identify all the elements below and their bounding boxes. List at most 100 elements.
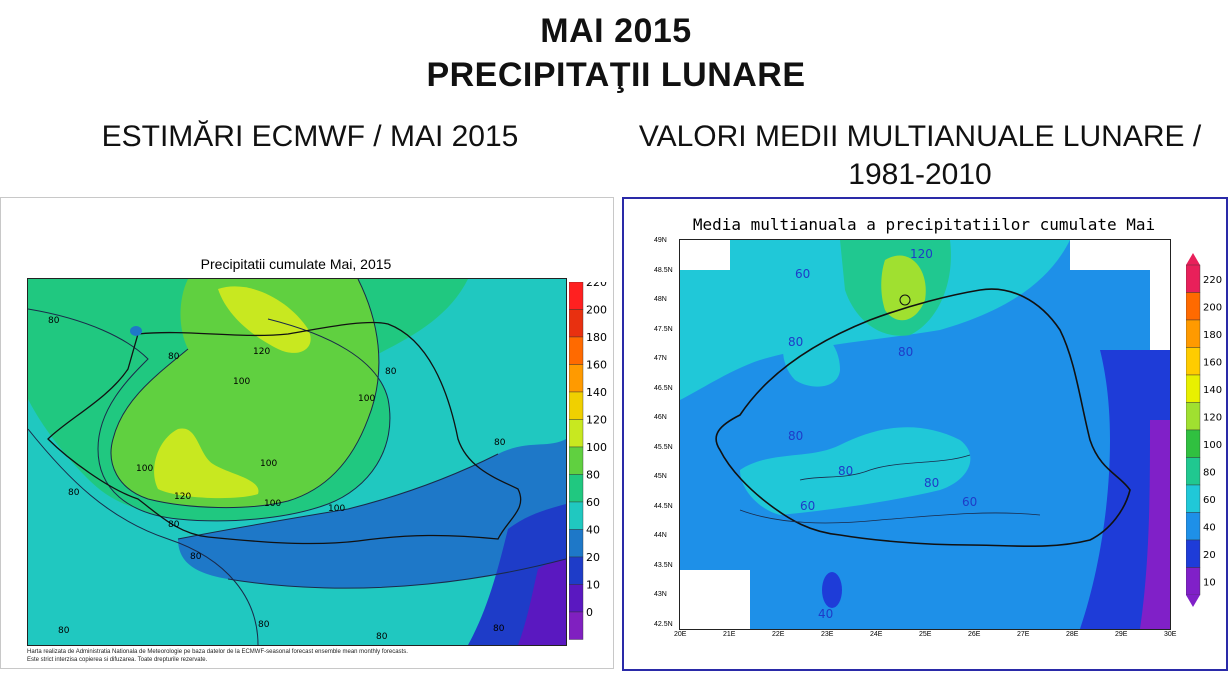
contour-label: 80 xyxy=(168,520,180,530)
contour-label: 120 xyxy=(253,347,270,357)
zone-120 xyxy=(881,255,926,321)
contour-label: 100 xyxy=(264,499,281,509)
contour-label: 80 xyxy=(493,624,505,634)
contour-label: 120 xyxy=(910,247,933,261)
country-border xyxy=(47,321,522,545)
contour-label: 80 xyxy=(788,429,803,443)
legend-tick: 10 xyxy=(1203,577,1216,588)
ecmwf-map-panel: Precipitatii cumulate Mai, 2015 xyxy=(0,197,614,669)
page-title-line1: MAI 2015 xyxy=(540,12,692,50)
legend-tick: 180 xyxy=(1203,330,1222,341)
contour-label: 80 xyxy=(258,620,270,630)
contour-label: 80 xyxy=(898,345,913,359)
lon-tick: 21E xyxy=(723,631,736,638)
contour-label-group: 120 60 80 80 80 80 80 80 60 60 40 xyxy=(788,247,977,621)
legend-swatch xyxy=(569,364,584,393)
legend-tick: 80 xyxy=(1203,467,1216,478)
contour-lines xyxy=(28,279,566,645)
legend-tick: 140 xyxy=(1203,385,1222,396)
lat-tick: 47N xyxy=(654,355,667,362)
contour-label: 60 xyxy=(962,495,977,509)
contour-label: 80 xyxy=(190,552,202,562)
lon-tick: 25E xyxy=(919,631,932,638)
contour-label: 100 xyxy=(260,459,277,469)
lon-tick: 22E xyxy=(772,631,785,638)
zone-40-band xyxy=(178,439,566,589)
lon-tick: 26E xyxy=(968,631,981,638)
blob-40 xyxy=(822,572,842,608)
legend-tick: 200 xyxy=(1203,302,1222,313)
contour-label: 80 xyxy=(838,464,853,478)
legend-swatch xyxy=(569,391,584,420)
contour-label: 80 xyxy=(385,367,397,377)
lon-tick: 30E xyxy=(1164,631,1177,638)
lat-tick: 44N xyxy=(654,532,667,539)
legend-swatch xyxy=(1186,484,1201,513)
legend-tick: 20 xyxy=(586,551,600,564)
contour-label-group: 80 80 100 120 100 100 100 80 100 120 100… xyxy=(48,316,506,642)
lat-tick: 45N xyxy=(654,473,667,480)
legend-swatch xyxy=(1186,347,1201,376)
zone-120-south xyxy=(154,428,259,499)
lat-tick: 44.5N xyxy=(654,502,673,510)
zone-80-west xyxy=(783,327,840,387)
lat-tick: 48N xyxy=(654,296,667,303)
lon-tick: 29E xyxy=(1115,631,1128,638)
legend-tick: 10 xyxy=(586,579,600,592)
contour-label: 80 xyxy=(924,476,939,490)
contour-label: 80 xyxy=(788,335,803,349)
legend-tick: 0 xyxy=(586,606,593,619)
legend-tick: 180 xyxy=(586,331,607,344)
contour-label: 60 xyxy=(795,267,810,281)
climatology-map-title: Media multianuala a precipitatiilor cumu… xyxy=(692,215,1156,234)
legend-tick: 140 xyxy=(586,386,607,399)
legend-swatch xyxy=(569,529,584,558)
lat-tick: 43N xyxy=(654,591,667,598)
zone-80-south xyxy=(740,427,971,515)
contour-label: 120 xyxy=(174,492,191,502)
legend-arrow-bottom xyxy=(1186,595,1200,607)
legend-tick: 80 xyxy=(586,469,600,482)
contour-label: 80 xyxy=(48,316,60,326)
ecmwf-map-title: Precipitatii cumulate Mai, 2015 xyxy=(200,256,392,272)
legend-tick: 160 xyxy=(1203,357,1222,368)
ecmwf-map: 80 80 100 120 100 100 100 80 100 120 100… xyxy=(27,278,567,646)
contour-label: 80 xyxy=(68,488,80,498)
legend-tick: 60 xyxy=(586,496,600,509)
contour-label: 60 xyxy=(800,499,815,513)
legend-tick: 60 xyxy=(1203,495,1216,506)
contour-label: 80 xyxy=(494,438,506,448)
climatology-map: 120 60 80 80 80 80 80 80 60 60 40 xyxy=(679,239,1171,630)
legend-swatch xyxy=(1186,292,1201,321)
legend-arrow-top xyxy=(1186,253,1200,265)
country-border xyxy=(715,288,1131,548)
legend-swatch xyxy=(1186,374,1201,403)
right-subtitle-line1: VALORI MEDII MULTIANUALE LUNARE / xyxy=(638,120,1202,153)
lon-tick: 24E xyxy=(870,631,883,638)
contour-label: 80 xyxy=(922,479,937,493)
contour-label: 100 xyxy=(328,504,345,514)
left-subtitle: ESTIMĂRI ECMWF / MAI 2015 xyxy=(101,120,519,153)
legend-swatch xyxy=(1186,539,1201,568)
legend-tick: 120 xyxy=(1203,412,1222,423)
right-subtitle-line2: 1981-2010 xyxy=(848,158,992,191)
lat-tick: 46.5N xyxy=(654,384,673,392)
contour-label: 80 xyxy=(58,626,70,636)
local-max-marker xyxy=(899,294,911,306)
lat-tick: 43.5N xyxy=(654,561,673,569)
contour-label: 80 xyxy=(376,632,388,642)
page-title-line2: PRECIPITAŢII LUNARE xyxy=(426,56,806,94)
legend-swatch xyxy=(569,501,584,530)
zone-120-north xyxy=(218,286,311,353)
legend-swatch xyxy=(569,419,584,448)
zone-20 xyxy=(1140,420,1170,629)
lat-tick: 47.5N xyxy=(654,325,673,333)
lat-tick: 49N xyxy=(654,237,667,244)
lat-tick: 48.5N xyxy=(654,266,673,274)
legend-swatch xyxy=(1186,457,1201,486)
lat-tick: 42.5N xyxy=(654,620,673,628)
lat-tick: 45.5N xyxy=(654,443,673,451)
legend-swatch xyxy=(569,556,584,585)
legend-swatch xyxy=(1186,512,1201,541)
